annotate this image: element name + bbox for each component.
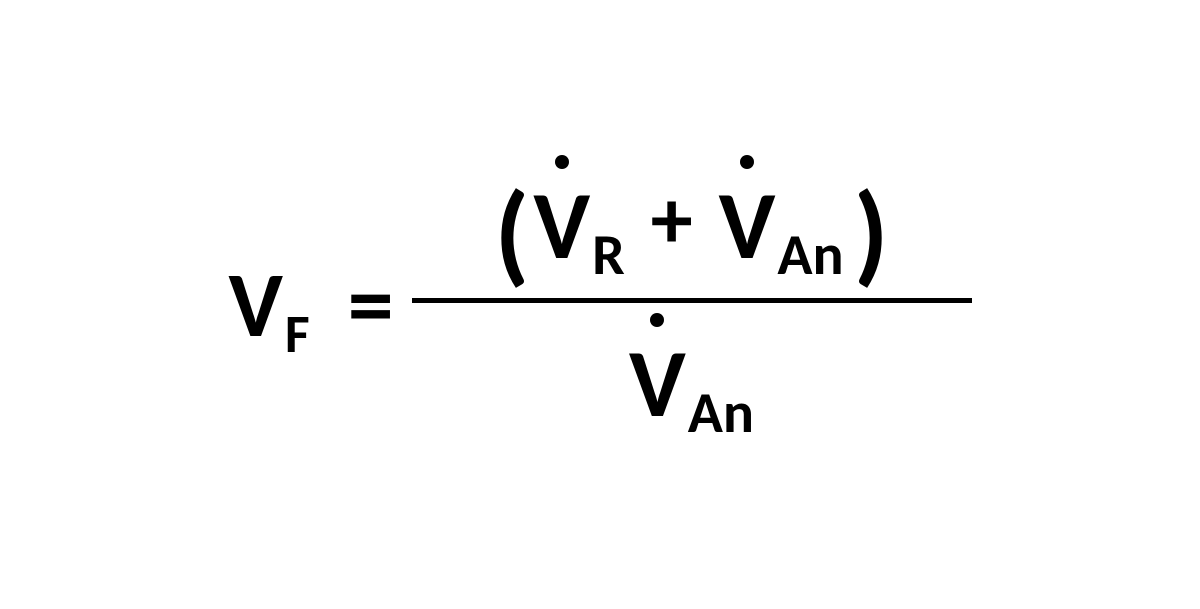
den-symbol: V [629,325,686,442]
lhs: V F [228,248,309,361]
equals-sign: = [348,248,394,361]
lhs-term: V F [228,248,309,361]
num-sym1-wrap: V [533,167,590,284]
plus-sign: + [651,168,693,271]
lhs-symbol-wrap: V [228,248,282,361]
lhs-symbol: V [228,248,282,361]
lhs-subscript: F [285,301,310,367]
num-symbol-1: V [533,167,590,284]
num-symbol-2: V [719,167,776,284]
dot-icon [555,155,569,169]
dot-icon [740,155,754,169]
num-subscript-1: R [592,219,625,290]
den-sym-wrap: V [629,325,686,442]
equation: V F = ( V R + [228,167,971,442]
den-subscript: An [688,377,754,448]
close-paren: ) [854,178,889,290]
dot-icon [650,313,664,327]
open-paren: ( [494,178,529,290]
numerator-term-1: V R [533,167,624,284]
num-subscript-2: An [777,219,843,290]
denominator: V An [619,325,764,442]
denominator-term: V An [629,325,754,442]
numerator-term-2: V An [719,167,844,284]
formula-page: V F = ( V R + [0,0,1200,609]
num-sym2-wrap: V [719,167,776,284]
fraction: ( V R + V An ) [412,167,972,442]
numerator: ( V R + V An ) [484,167,898,284]
